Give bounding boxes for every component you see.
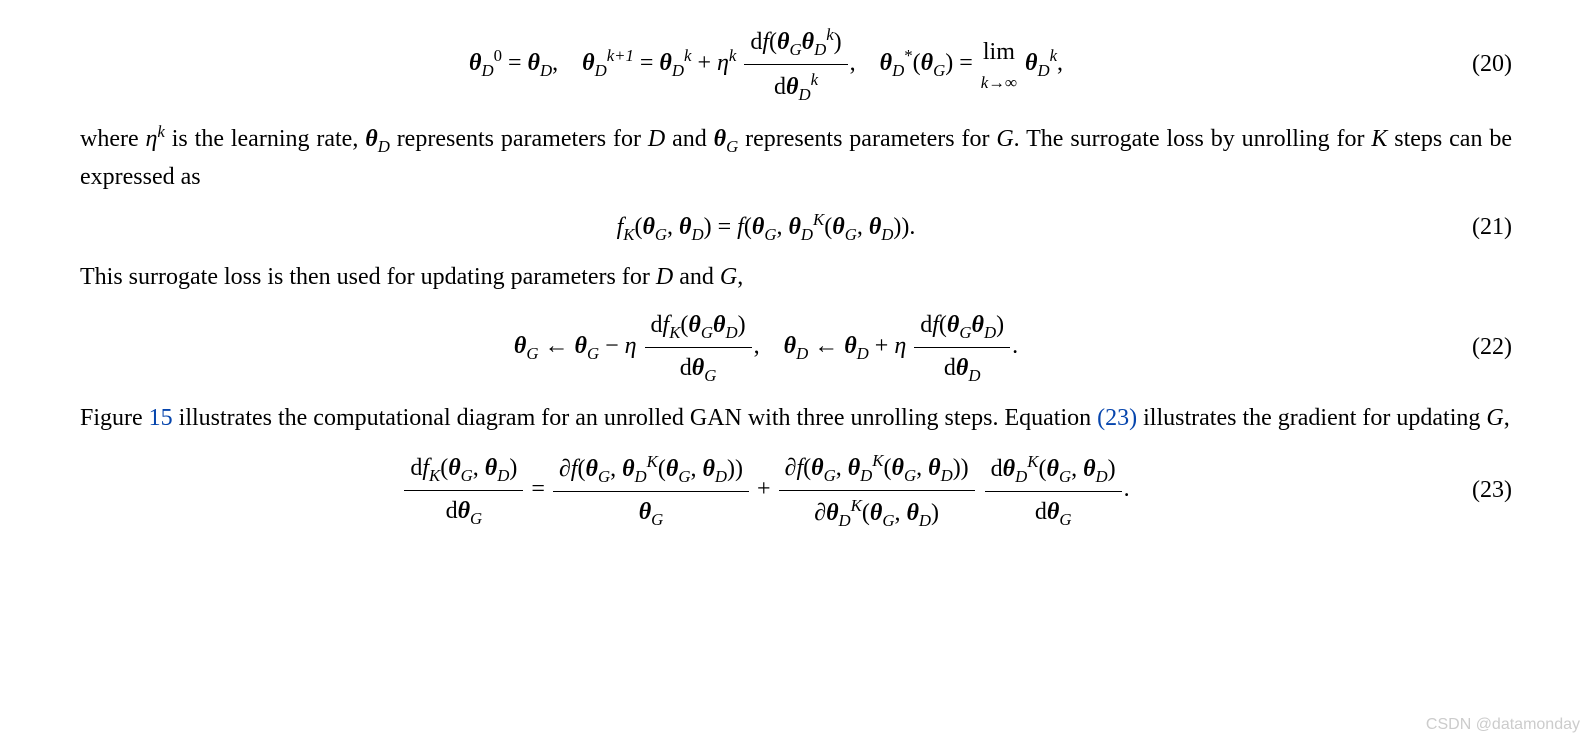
eq20-theta: θ <box>469 50 481 76</box>
equation-22-body: θG ← θG − η dfK(θGθD) dθG , θD ← θD + η … <box>80 307 1452 388</box>
equation-21-body: fK(θG, θD) = f(θG, θDK(θG, θD)). <box>80 207 1452 247</box>
equation-21-number: (21) <box>1452 209 1512 245</box>
equation-23: dfK(θG, θD) dθG = ∂f(θG, θDK(θG, θD)) θG… <box>80 448 1512 533</box>
equation-20: θD0 = θD, θDk+1 = θDk + ηk df(θGθDk) dθD… <box>80 22 1512 107</box>
equation-20-body: θD0 = θD, θDk+1 = θDk + ηk df(θGθDk) dθD… <box>80 22 1452 107</box>
paragraph-1: where ηk is the learning rate, θD repres… <box>80 119 1512 195</box>
equation-20-number: (20) <box>1452 46 1512 82</box>
paragraph-3: Figure 15 illustrates the computational … <box>80 400 1512 436</box>
equation-22: θG ← θG − η dfK(θGθD) dθG , θD ← θD + η … <box>80 307 1512 388</box>
equation-22-number: (22) <box>1452 329 1512 365</box>
equation-23-body: dfK(θG, θD) dθG = ∂f(θG, θDK(θG, θD)) θG… <box>80 448 1452 533</box>
paragraph-2: This surrogate loss is then used for upd… <box>80 259 1512 295</box>
equation-21: fK(θG, θD) = f(θG, θDK(θG, θD)). (21) <box>80 207 1512 247</box>
figure-15-link[interactable]: 15 <box>149 405 173 431</box>
watermark: CSDN @datamonday <box>1426 713 1580 737</box>
equation-23-link[interactable]: (23) <box>1097 405 1137 431</box>
equation-23-number: (23) <box>1452 472 1512 508</box>
